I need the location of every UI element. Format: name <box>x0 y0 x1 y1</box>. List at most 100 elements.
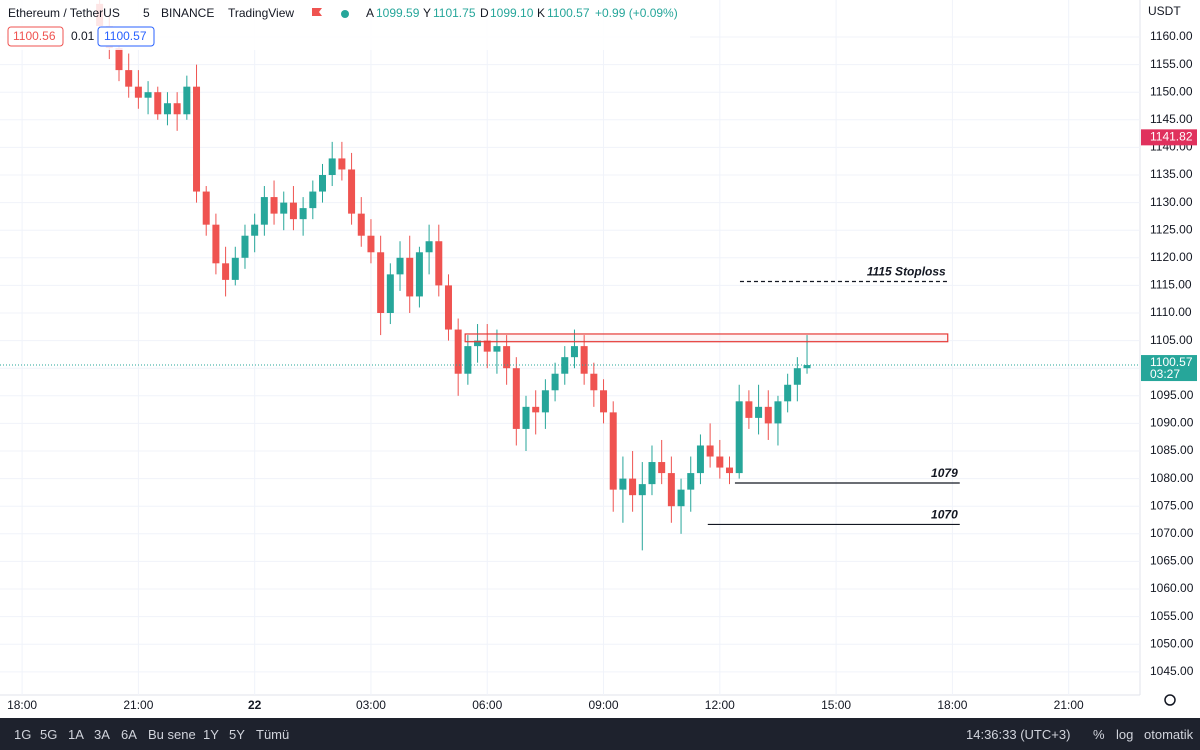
header-text: 5 <box>143 6 150 20</box>
candle-body <box>619 478 627 490</box>
y-tick-label: 1115.00 <box>1150 278 1192 292</box>
candle-body <box>609 412 617 490</box>
candle-body <box>212 224 220 264</box>
candle-body <box>144 92 152 98</box>
candle-body <box>309 191 317 209</box>
candle-body <box>134 86 142 98</box>
toolbar-item[interactable]: % <box>1093 727 1105 742</box>
header-text: Y <box>423 6 431 20</box>
candle-body <box>755 406 763 418</box>
candle-body <box>764 406 772 424</box>
toolbar-item: 14:36:33 (UTC+3) <box>966 727 1071 742</box>
toolbar-item[interactable]: 1A <box>68 727 84 742</box>
toolbar-item[interactable]: otomatik <box>1144 727 1194 742</box>
y-tick-label: 1065.00 <box>1150 554 1194 568</box>
candle-body <box>222 263 230 280</box>
toolbar-item[interactable]: Bu sene <box>148 727 196 742</box>
level-label: 1070 <box>931 508 958 522</box>
candle-body <box>280 202 288 214</box>
x-tick-label: 22 <box>248 698 262 712</box>
y-tick-label: 1150.00 <box>1150 84 1193 98</box>
y-tick-label: 1090.00 <box>1150 416 1194 430</box>
candle-body <box>260 197 268 225</box>
candle-body <box>328 158 336 175</box>
bottom-toolbar: 1G 5G 1A 3A 6A Bu sene 1Y 5Y Tümü 14:36:33 (UTC+3… <box>0 718 1200 750</box>
candle-body <box>319 174 327 192</box>
candle-body <box>202 191 210 225</box>
candle-body <box>163 103 171 115</box>
y-tick-label: 1055.00 <box>1150 609 1194 623</box>
header-text: K <box>537 6 545 20</box>
toolbar-item[interactable]: 1G <box>14 727 32 742</box>
candle-body <box>125 70 133 87</box>
candle-body <box>396 257 404 275</box>
y-tick-label: 1080.00 <box>1150 471 1194 485</box>
header-text: 1099.10 <box>490 6 534 20</box>
y-tick-label: 1060.00 <box>1150 581 1194 595</box>
candle-body <box>231 257 239 280</box>
y-tick-label: 1160.00 <box>1150 29 1193 43</box>
header-text: 1100.56 <box>13 29 56 43</box>
gear-icon <box>1164 694 1176 706</box>
y-tick-label: 1045.00 <box>1150 664 1194 678</box>
candle-body <box>590 373 598 391</box>
header-text: A <box>366 6 374 20</box>
header-text: D <box>480 6 489 20</box>
alert-badge <box>1141 129 1197 146</box>
candle-body <box>522 406 530 429</box>
candle-body <box>570 346 578 358</box>
countdown: 03:27 <box>1150 367 1180 381</box>
candle-body <box>415 252 423 297</box>
header-text: +0.99 (+0.09%) <box>595 6 678 20</box>
toolbar-item[interactable]: 3A <box>94 727 110 742</box>
candle-body <box>696 445 704 474</box>
toolbar-item[interactable]: 5G <box>40 727 58 742</box>
candle-body <box>338 158 346 170</box>
last-price-label: 1100.57 <box>1150 355 1193 369</box>
toolbar-item[interactable]: Tümü <box>256 727 290 742</box>
toolbar-item[interactable]: 1Y <box>203 727 219 742</box>
chart: 1045.00 1050.00 1055.00 1060.00 1065.00 1070.… <box>0 0 1197 713</box>
toolbar-item[interactable]: 5Y <box>229 727 245 742</box>
header-text: BINANCE <box>161 6 214 20</box>
candle-body <box>648 462 656 485</box>
candle-body <box>726 467 734 474</box>
x-tick-label: 15:00 <box>821 698 851 712</box>
toolbar-item[interactable]: log <box>1116 727 1134 742</box>
candle-body <box>793 368 801 385</box>
candle-body <box>551 373 559 391</box>
y-tick-label: 1070.00 <box>1150 526 1194 540</box>
resistance-zone <box>464 333 949 343</box>
candle-body <box>658 462 666 474</box>
candle-body <box>348 169 356 214</box>
candle-body <box>386 274 394 313</box>
level-label: 1079 <box>931 466 958 480</box>
header-text: 1100.57 <box>547 6 590 20</box>
last-price-badge <box>1141 355 1197 382</box>
alert-label: 1141.82 <box>1150 130 1193 144</box>
candle-body <box>299 208 307 220</box>
candle-body <box>474 340 482 347</box>
candle-body <box>600 390 608 413</box>
x-tick-label: 21:00 <box>123 698 153 712</box>
candle-body <box>512 368 520 429</box>
candle-body <box>377 252 385 313</box>
x-tick-label: 03:00 <box>356 698 386 712</box>
y-tick-label: 1110.00 <box>1150 305 1192 319</box>
x-tick-label: 21:00 <box>1054 698 1084 712</box>
candle-body <box>483 340 491 352</box>
candle-body <box>183 86 191 115</box>
candle-body <box>706 445 714 457</box>
candle-body <box>532 406 540 413</box>
candle-body <box>580 346 588 374</box>
candle-body <box>774 401 782 424</box>
y-tick-label: 1125.00 <box>1150 222 1193 236</box>
x-tick-label: 09:00 <box>589 698 619 712</box>
candle-body <box>716 456 724 468</box>
toolbar-item[interactable]: 6A <box>121 727 137 742</box>
header-text: Ethereum / TetherUS <box>8 6 120 20</box>
candle-body <box>406 257 414 297</box>
candle-body <box>454 329 462 374</box>
header-text: 1101.75 <box>433 6 476 20</box>
